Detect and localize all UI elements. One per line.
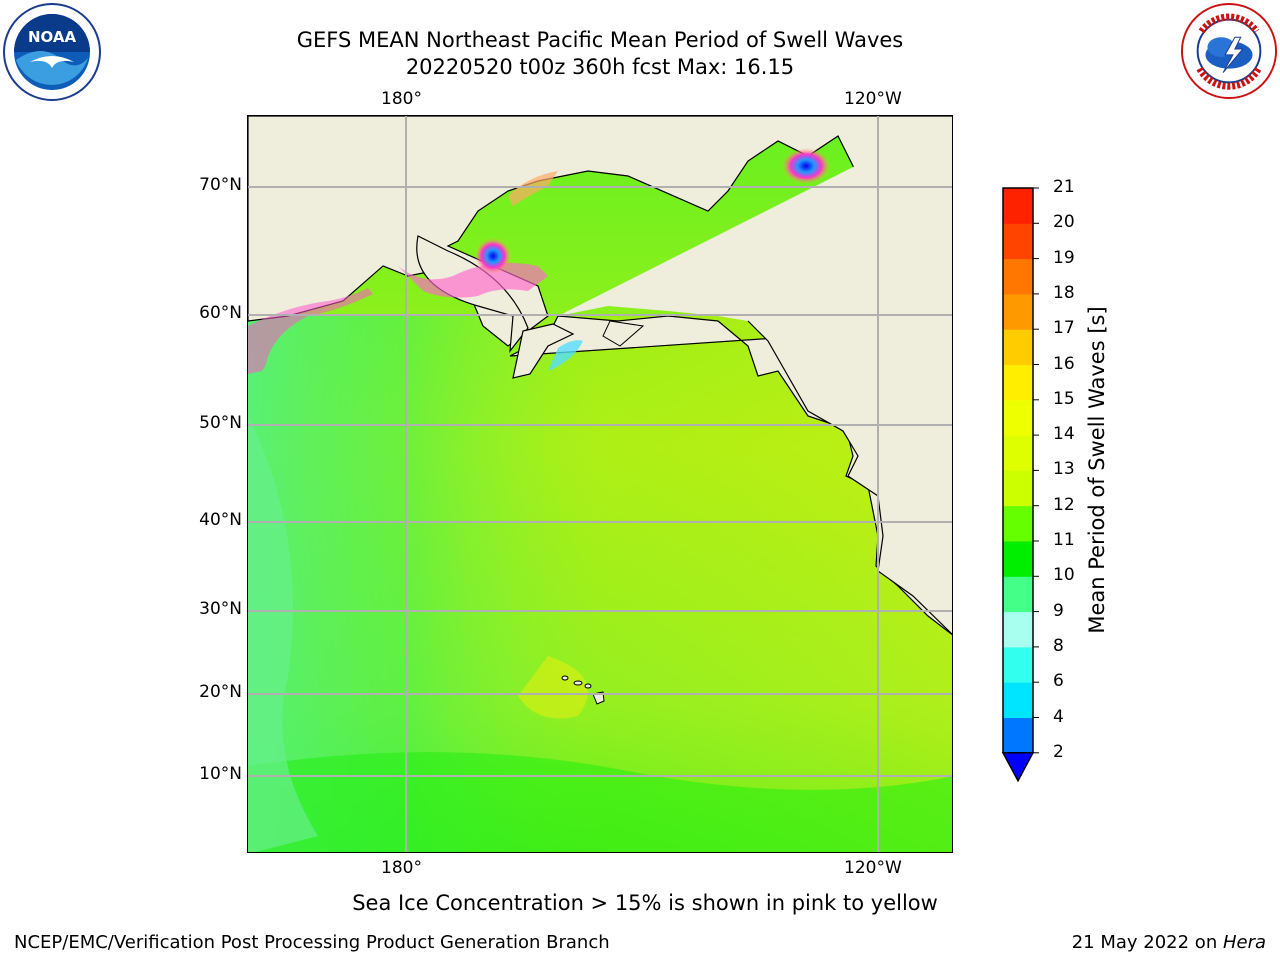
colorbar xyxy=(1001,187,1039,783)
colorbar-segment xyxy=(1003,646,1033,683)
lon-label-top-120w: 120°W xyxy=(844,89,902,109)
colorbar-segment xyxy=(1003,364,1033,401)
colorbar-tick-label: 2 xyxy=(1053,741,1064,762)
colorbar-tick-label: 13 xyxy=(1053,459,1075,480)
lon-label-top-180: 180° xyxy=(381,89,422,109)
colorbar-tick-label: 15 xyxy=(1053,388,1075,409)
sea-ice-beaufort xyxy=(782,148,830,184)
colorbar-tick-label: 8 xyxy=(1053,635,1064,656)
colorbar-segment xyxy=(1003,223,1033,260)
colorbar-label: Mean Period of Swell Waves [s] xyxy=(1085,306,1109,634)
colorbar-tick-label: 14 xyxy=(1053,424,1075,445)
colorbar-segment xyxy=(1003,576,1033,613)
sea-ice-chukchi xyxy=(508,171,558,206)
colorbar-tick-label: 20 xyxy=(1053,212,1075,233)
ocean-south-band xyxy=(248,752,952,852)
colorbar-segment xyxy=(1003,611,1033,648)
ocean-yellow-patch xyxy=(518,656,588,719)
colorbar-segment xyxy=(1003,717,1033,754)
colorbar-segment xyxy=(1003,258,1033,295)
colorbar-tick-label: 11 xyxy=(1053,530,1075,550)
land-kodiak xyxy=(602,320,645,347)
noaa-logo-text: NOAA xyxy=(28,28,77,46)
coastline-west-america xyxy=(747,320,952,635)
colorbar-tick-label: 19 xyxy=(1053,247,1075,268)
colorbar-segment xyxy=(1003,399,1033,436)
colorbar-tick-label: 12 xyxy=(1053,494,1075,515)
map-panel[interactable] xyxy=(247,115,953,853)
colorbar-segment xyxy=(1003,541,1033,577)
colorbar-tick-label: 21 xyxy=(1053,177,1075,197)
colorbar-tick-label: 10 xyxy=(1053,565,1075,586)
sea-ice-cook-inlet xyxy=(548,340,583,371)
colorbar-segment xyxy=(1003,293,1033,330)
colorbar-tick-label: 18 xyxy=(1053,282,1075,303)
footer-credit: NCEP/EMC/Verification Post Processing Pr… xyxy=(14,932,610,953)
land-north-america xyxy=(558,117,952,635)
footer-host: Hera xyxy=(1222,932,1266,953)
lat-label-20n: 20°N xyxy=(199,682,242,702)
map-caption: Sea Ice Concentration > 15% is shown in … xyxy=(352,891,938,915)
chart-subtitle: 20220520 t00z 360h fcst Max: 16.15 xyxy=(405,55,795,79)
colorbar-segment xyxy=(1003,470,1033,507)
lat-label-30n: 30°N xyxy=(199,599,242,619)
lon-label-bottom-120w: 120°W xyxy=(844,858,902,878)
nws-logo xyxy=(1180,2,1278,100)
lat-label-60n: 60°N xyxy=(199,303,242,323)
graticule xyxy=(248,116,952,852)
colorbar-segment xyxy=(1003,435,1033,471)
colorbar-tick-label: 9 xyxy=(1053,600,1064,621)
lat-label-40n: 40°N xyxy=(199,510,242,530)
colorbar-segment xyxy=(1003,329,1033,365)
colorbar-tick-label: 4 xyxy=(1053,706,1064,727)
lat-label-70n: 70°N xyxy=(199,175,242,195)
map-canvas xyxy=(248,116,952,852)
sea-ice-bering xyxy=(398,262,548,298)
colorbar-tick-label: 16 xyxy=(1053,353,1075,374)
colorbar-extend-triangle xyxy=(1001,752,1035,783)
ocean-west-zone xyxy=(248,416,318,852)
lat-label-50n: 50°N xyxy=(199,413,242,433)
colorbar-tick-label: 17 xyxy=(1053,318,1075,339)
colorbar-segment xyxy=(1003,188,1033,224)
land-alaska-peninsula xyxy=(512,323,575,379)
colorbar-tick-label: 6 xyxy=(1053,671,1064,692)
colorbar-segment xyxy=(1003,682,1033,718)
footer-date-text: 21 May 2022 on xyxy=(1071,932,1223,953)
footer-date: 21 May 2022 on Hera xyxy=(1072,932,1266,953)
noaa-logo: NOAA xyxy=(3,3,101,101)
lat-label-10n: 10°N xyxy=(199,764,242,784)
sea-ice-norton-sound xyxy=(475,238,511,274)
sea-ice-anadyr xyxy=(248,288,373,374)
lon-label-bottom-180: 180° xyxy=(381,858,422,878)
chart-title: GEFS MEAN Northeast Pacific Mean Period … xyxy=(296,28,904,52)
colorbar-segment xyxy=(1003,505,1033,542)
